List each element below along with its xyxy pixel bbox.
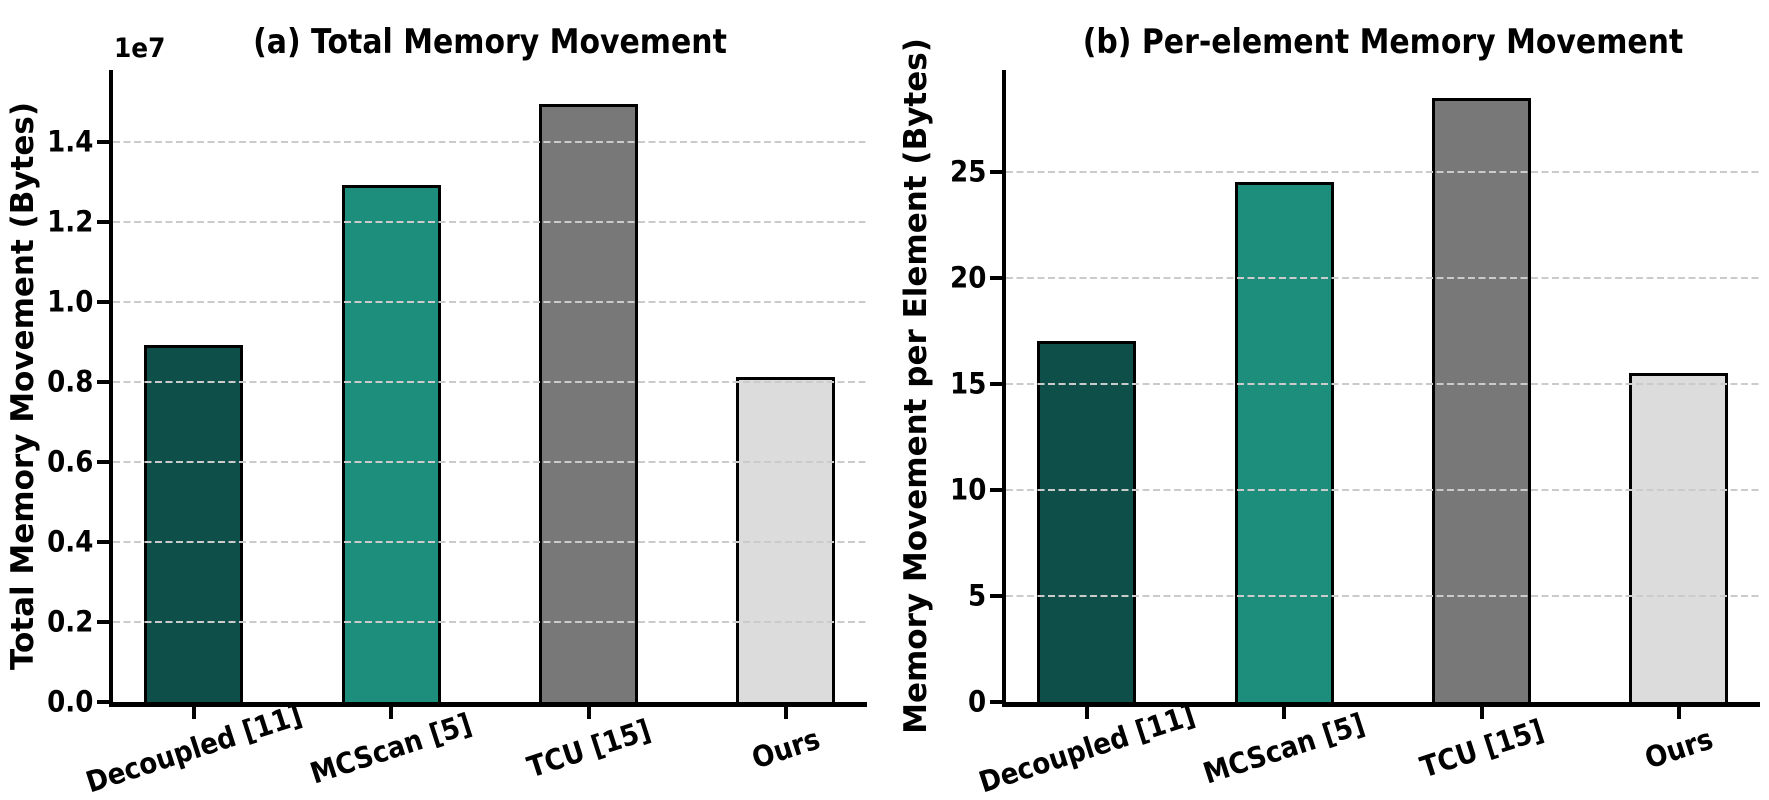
bar-mcscan-5: [1234, 182, 1334, 702]
x-tick-mark: [783, 707, 788, 719]
gridline-y-5: [1006, 594, 1760, 597]
y-tick-label: 20: [949, 260, 986, 295]
y-tick-label: 0.6: [46, 444, 93, 479]
bar-ours: [736, 377, 836, 702]
bar-tcu-15: [539, 104, 639, 702]
y-tick-label: 1.4: [46, 124, 93, 159]
y-tick-label: 25: [949, 154, 986, 189]
x-tick-mark: [1479, 707, 1484, 719]
y-tick-mark: [97, 540, 109, 544]
y-tick-label: 0.2: [46, 604, 93, 639]
gridline-y-1.0: [113, 301, 867, 304]
x-tick-mark: [1084, 707, 1089, 719]
y-tick-mark: [990, 169, 1002, 174]
y-tick-label: 0.0: [46, 684, 93, 719]
y-tick-mark: [990, 381, 1002, 386]
panel-a-y-axis-spine: [109, 70, 113, 707]
bar-decoupled-11: [1037, 341, 1137, 702]
x-tick-mark: [586, 707, 591, 719]
y-tick-mark: [97, 300, 109, 304]
gridline-y-1.2: [113, 221, 867, 224]
x-tick-mark: [389, 707, 394, 719]
gridline-y-0.2: [113, 621, 867, 624]
y-tick-mark: [990, 275, 1002, 280]
x-tick-label-mcscan-5: MCScan [5]: [1199, 706, 1369, 791]
bar-decoupled-11: [144, 345, 244, 702]
panel-b-plot-area: 0 5 10 15 20 25 Decoupled [11] MCScan [5] TCU [1…: [950, 70, 1760, 799]
panel-b-y-axis-label: Memory Movement per Element (Bytes): [898, 38, 934, 734]
y-tick-label: 1.0: [46, 284, 93, 319]
y-tick-mark: [97, 139, 109, 144]
gridline-y-0.6: [113, 461, 867, 463]
y-tick-label: 10: [949, 472, 986, 507]
gridline-y-0.8: [113, 381, 867, 383]
gridline-y-15: [1006, 382, 1760, 385]
y-tick-label: 15: [949, 366, 986, 401]
panel-b-x-axis-spine: [1002, 702, 1760, 707]
x-tick-mark: [191, 707, 196, 719]
y-tick-mark: [990, 487, 1002, 492]
y-tick-mark: [97, 700, 109, 704]
x-tick-mark: [1676, 707, 1681, 719]
y-tick-mark: [97, 620, 109, 624]
bar-mcscan-5: [341, 185, 441, 702]
gridline-y-1.4: [113, 141, 867, 143]
gridline-y-20: [1006, 276, 1760, 279]
panel-b-y-axis-spine: [1002, 70, 1006, 707]
panel-a-title: (a) Total Memory Movement: [253, 22, 727, 62]
y-tick-mark: [990, 593, 1002, 598]
x-tick-label-tcu-15: TCU [15]: [1415, 712, 1548, 785]
y-tick-label: 5: [967, 578, 986, 613]
y-tick-mark: [97, 379, 109, 384]
bar-tcu-15: [1432, 97, 1532, 702]
y-tick-label: 0.8: [46, 364, 93, 399]
panel-a-axis-offset-text: 1e7: [114, 33, 166, 64]
y-tick-label: 1.2: [46, 204, 93, 239]
panel-a-plot-area: 0.0 0.2 0.4 0.6 0.8 1.0 1.2 1.4 Decoupled [11] MC…: [47, 70, 867, 799]
gridline-y-10: [1006, 488, 1760, 491]
gridline-y-0.4: [113, 541, 867, 544]
y-tick-label: 0: [967, 684, 986, 719]
bar-ours: [1629, 373, 1729, 702]
y-tick-mark: [97, 459, 109, 464]
y-tick-mark: [97, 220, 109, 224]
panel-a-x-axis-spine: [109, 702, 867, 707]
y-tick-label: 0.4: [46, 524, 93, 559]
panel-b-title: (b) Per-element Memory Movement: [1082, 22, 1684, 62]
y-tick-mark: [990, 700, 1002, 704]
x-tick-label-ours: Ours: [1640, 721, 1717, 776]
gridline-y-25: [1006, 170, 1760, 173]
x-tick-mark: [1282, 707, 1287, 719]
